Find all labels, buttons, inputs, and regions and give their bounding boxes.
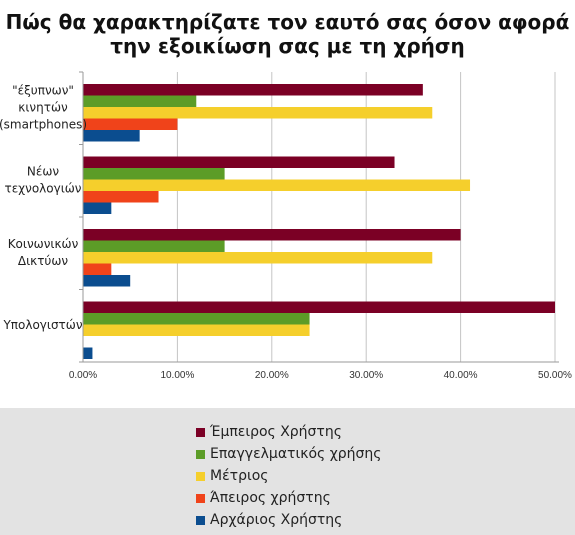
x-tick-label: 0.00% [69, 370, 97, 381]
x-tick-label: 20.00% [255, 370, 289, 381]
bar [83, 275, 131, 287]
legend-swatch [196, 493, 205, 503]
bar [83, 202, 112, 214]
bar [83, 107, 433, 119]
bar [83, 95, 197, 107]
bar [83, 179, 471, 191]
bar [83, 168, 225, 180]
category-label: Δικτύων [18, 254, 69, 268]
bar [83, 252, 433, 264]
legend-swatch [196, 427, 205, 437]
category-label: Νέων [27, 164, 60, 178]
category-label: "έξυπνων" [12, 83, 74, 97]
legend-label: Επαγγελματικός χρήσης [210, 446, 382, 462]
x-tick-label: 10.00% [160, 370, 194, 381]
category-label: Υπολογιστών [2, 318, 82, 332]
category-label: (smartphones) [0, 117, 87, 131]
legend-item: Άπειρος χρήστης [196, 487, 382, 509]
legend-item: Αρχάριος Χρήστης [196, 509, 382, 531]
bar [83, 191, 159, 203]
legend: Έμπειρος Χρήστης Επαγγελματικός χρήσης Μέτ… [196, 421, 382, 531]
legend-label: Μέτριος [210, 468, 269, 484]
legend-swatch [196, 471, 205, 481]
chart-title-line2: την εξοικίωση σας με τη χρήση [110, 34, 465, 58]
category-label: Κοινωνικών [8, 237, 79, 251]
chart-title: Πώς θα χαρακτηρίζατε τον εαυτό σας όσον … [0, 10, 575, 58]
legend-swatch [196, 449, 205, 459]
bar [83, 156, 395, 168]
bar [83, 84, 423, 96]
x-tick-label: 50.00% [538, 370, 572, 381]
x-tick-label: 30.00% [349, 370, 383, 381]
bar [83, 263, 112, 275]
legend-item: Μέτριος [196, 465, 382, 487]
bar [83, 324, 310, 336]
x-tick-label: 40.00% [444, 370, 478, 381]
bar [83, 313, 310, 325]
legend-item: Έμπειρος Χρήστης [196, 421, 382, 443]
bar [83, 229, 461, 241]
chart-title-line1: Πώς θα χαρακτηρίζατε τον εαυτό σας όσον … [5, 10, 570, 34]
bar [83, 301, 555, 313]
category-label: κινητών [18, 100, 68, 114]
legend-item: Επαγγελματικός χρήσης [196, 443, 382, 465]
legend-label: Άπειρος χρήστης [210, 490, 331, 506]
legend-swatch [196, 515, 205, 525]
category-label: τεχνολογιών [4, 181, 81, 195]
legend-panel: Έμπειρος Χρήστης Επαγγελματικός χρήσης Μέτ… [0, 408, 575, 535]
bar [83, 240, 225, 252]
legend-label: Αρχάριος Χρήστης [210, 512, 343, 528]
bar [83, 347, 93, 359]
legend-label: Έμπειρος Χρήστης [210, 424, 342, 440]
bar-chart: 0.00% 10.00% 20.00% 30.00% 40.00% 50.00% "έξυπ… [0, 71, 572, 381]
bar [83, 118, 178, 130]
bar [83, 130, 140, 142]
